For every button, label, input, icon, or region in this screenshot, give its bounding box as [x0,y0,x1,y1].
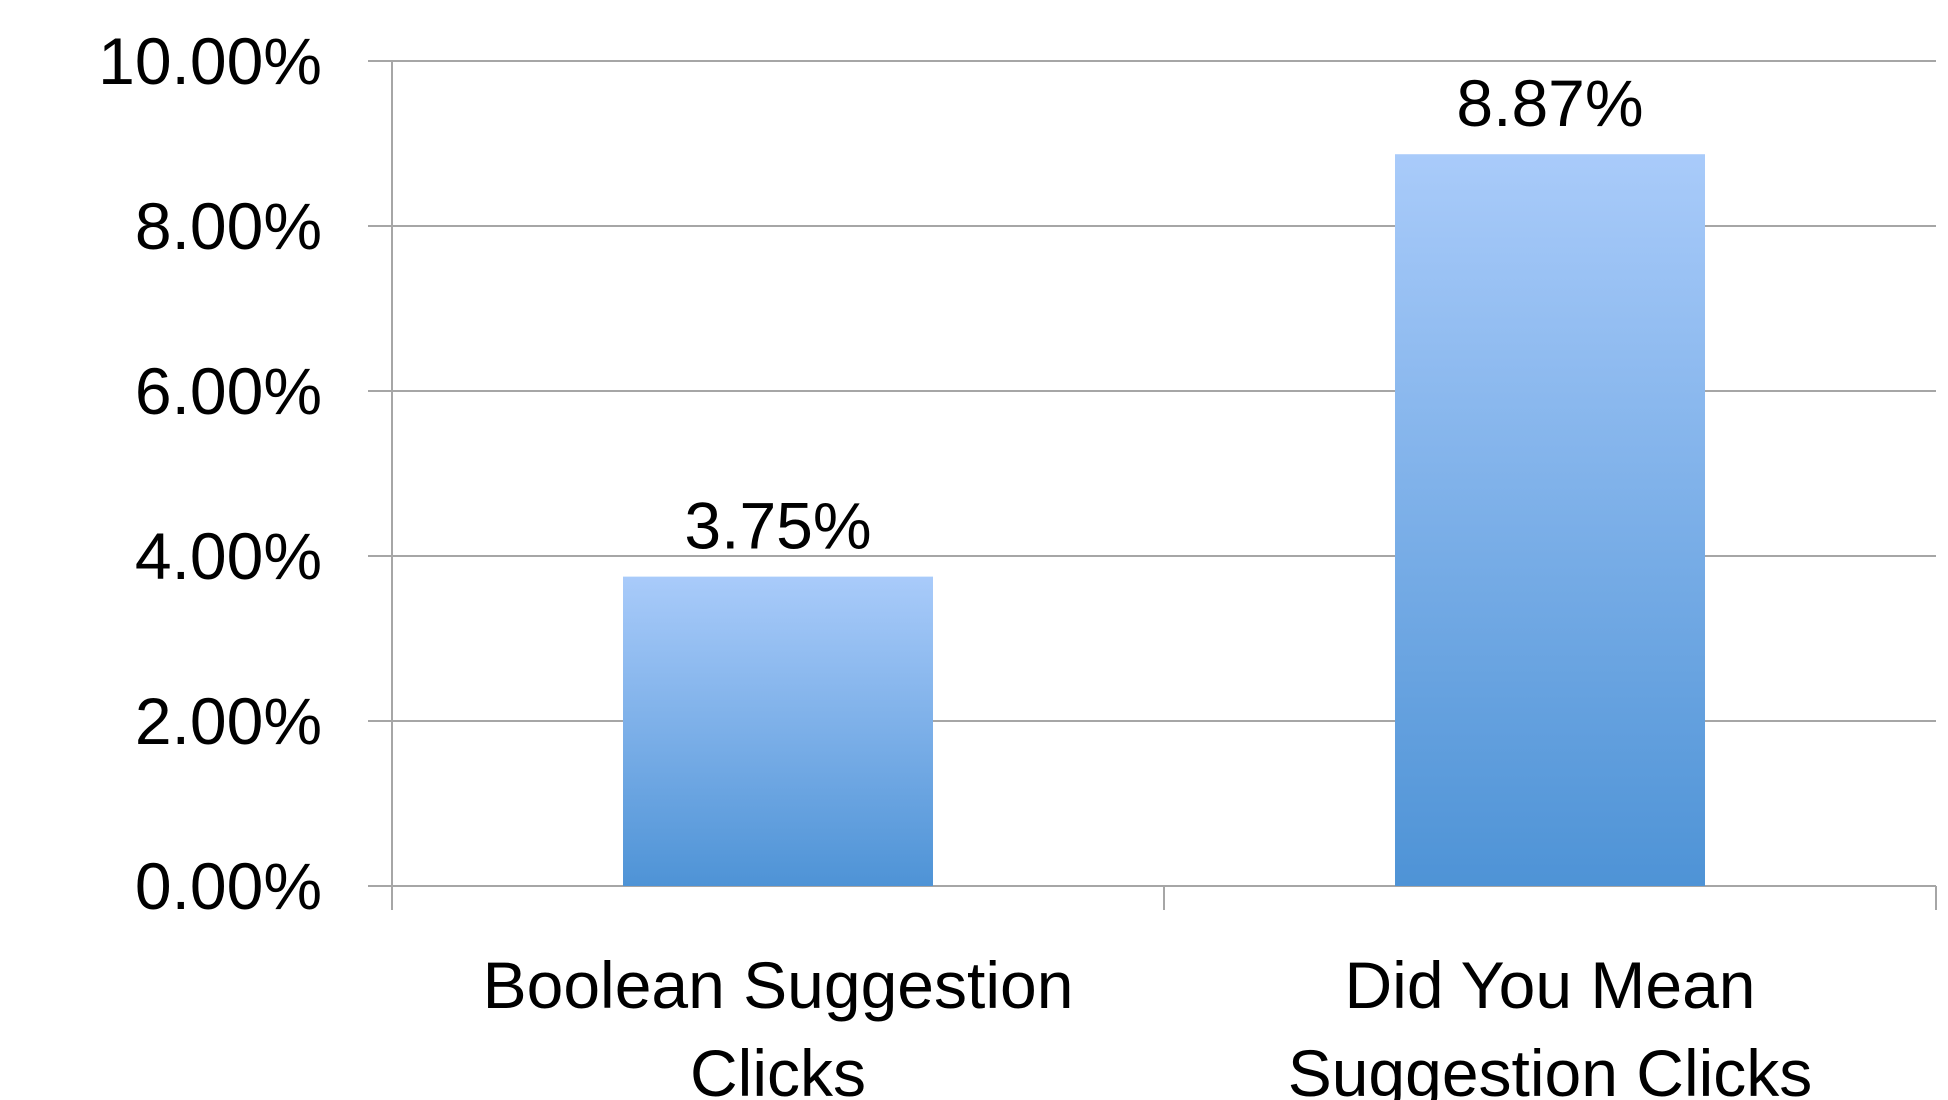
labels: 0.00% 2.00% 4.00% 6.00% 8.00% 10.00% 3.75% Bool… [98,24,1812,1100]
bars [623,154,1705,887]
y-tick-label: 2.00% [135,684,322,758]
data-label: 8.87% [1456,66,1643,140]
y-tick-label: 8.00% [135,189,322,263]
y-tick-label: 6.00% [135,354,322,428]
axes [391,61,1937,910]
y-tick-label: 0.00% [135,849,322,923]
x-category-label: Boolean Suggestion [483,948,1074,1022]
y-tick-label: 4.00% [135,519,322,593]
x-category-label: Did You Mean [1345,948,1756,1022]
bar [1395,154,1705,887]
x-category-label: Suggestion Clicks [1288,1036,1813,1100]
data-label: 3.75% [684,489,871,563]
y-tick-label: 10.00% [98,24,322,98]
bar [623,576,933,886]
x-category-label: Clicks [690,1036,866,1100]
